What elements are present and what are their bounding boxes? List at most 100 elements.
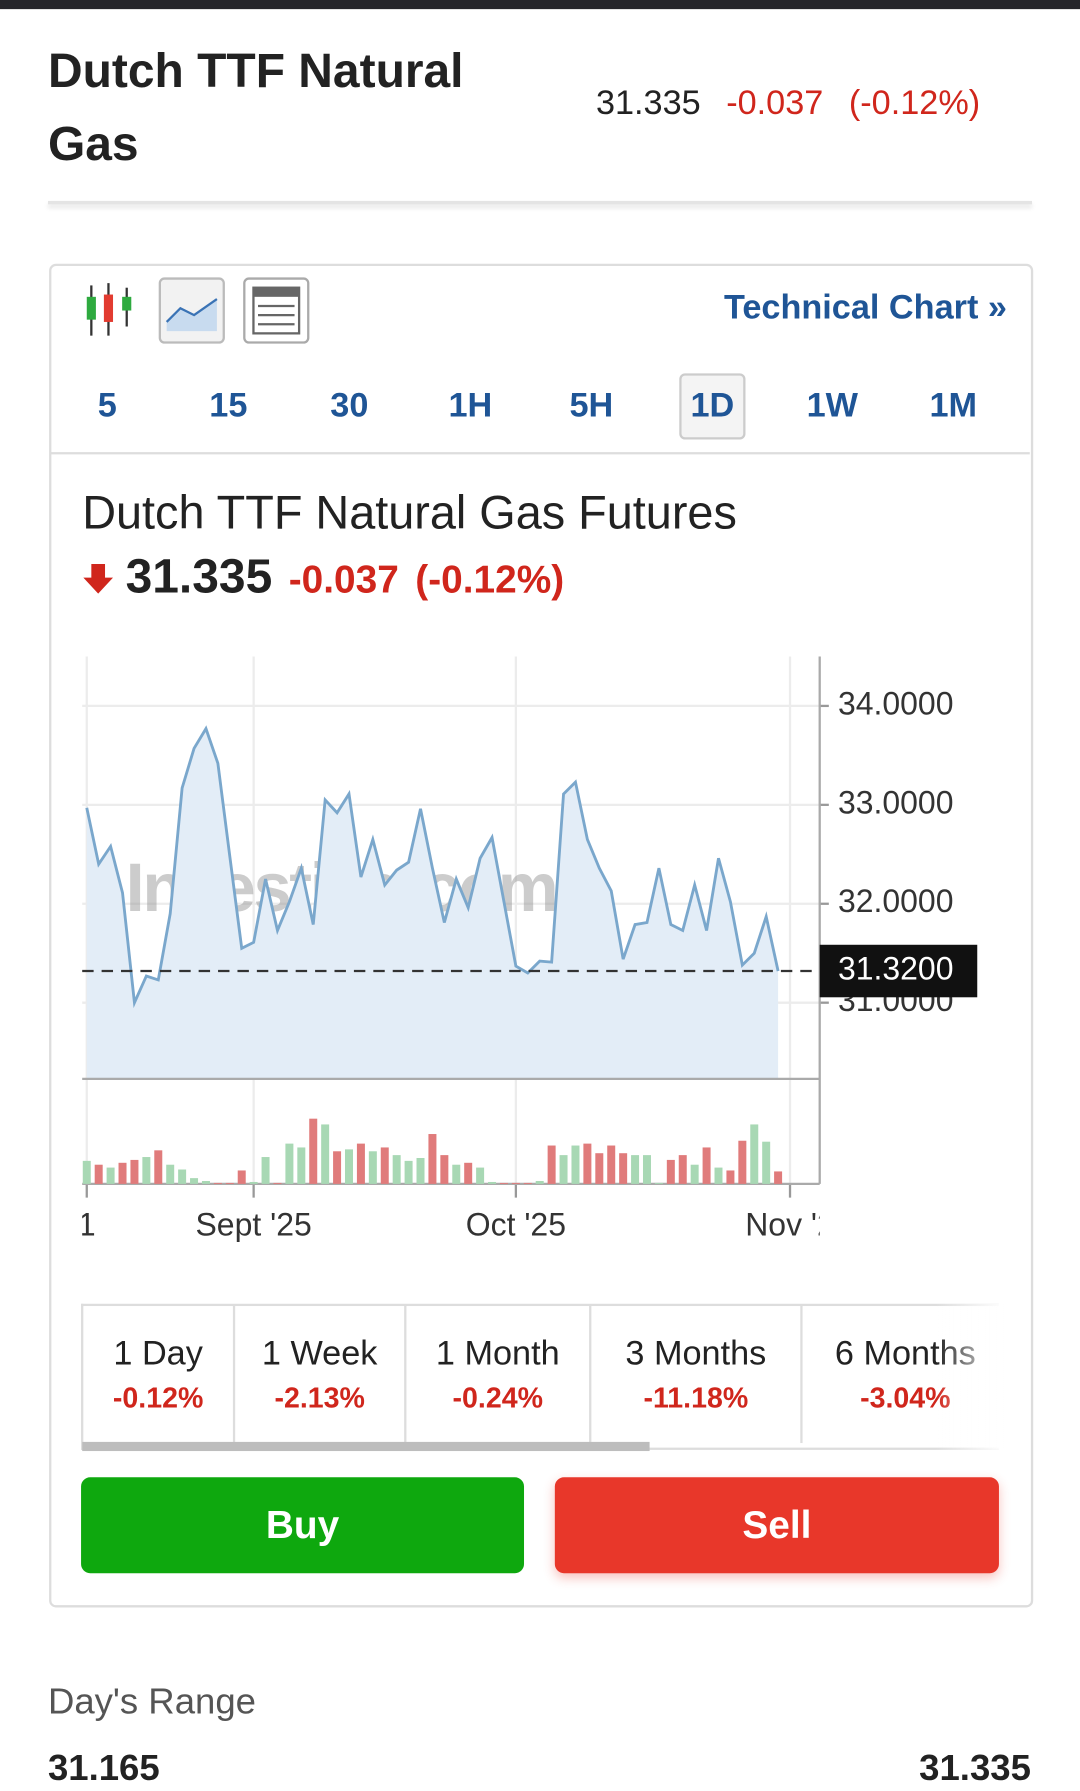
volume-bar: [499, 1182, 508, 1184]
fade: [936, 1303, 1005, 1450]
tab[interactable]: 1 Week -2.13%: [235, 1304, 407, 1444]
interval-button[interactable]: 30: [330, 387, 369, 425]
interval-button[interactable]: 1D: [690, 387, 735, 425]
volume-bar: [321, 1124, 330, 1184]
y-tick-label: 32.0000: [838, 883, 954, 919]
tab-change: -2.13%: [274, 1382, 365, 1415]
volume-bar: [190, 1178, 199, 1184]
technical-chart-link[interactable]: Technical Chart »: [723, 288, 1007, 327]
toolbar-icons: [50, 277, 1030, 455]
x-tick-label: Oct '25: [466, 1207, 566, 1243]
volume-bar: [94, 1164, 103, 1184]
volume-bar: [714, 1167, 723, 1184]
tab-change: -0.24%: [452, 1382, 543, 1415]
line-chart-icon[interactable]: [158, 277, 225, 344]
volume-bar: [583, 1143, 592, 1184]
change: -0.037: [726, 84, 824, 123]
interval-button[interactable]: 5H: [569, 387, 614, 425]
volume-bar: [452, 1164, 461, 1184]
volume-bar: [750, 1124, 759, 1184]
volume-bar: [368, 1151, 377, 1184]
tab-label: 1 Month: [435, 1334, 560, 1373]
tab[interactable]: 1 Month -0.24%: [406, 1304, 592, 1444]
x-tick-label: Sept '25: [196, 1207, 312, 1243]
price: 31.335: [125, 549, 273, 603]
volume-bar: [178, 1169, 187, 1184]
price-line: [85, 725, 780, 1009]
price: 31.335: [595, 84, 701, 123]
chart-card: [49, 263, 1034, 1608]
volume-bar: [523, 1182, 532, 1184]
tab-label: 1 Day: [113, 1334, 203, 1373]
tab[interactable]: 1 Day -0.12%: [83, 1304, 236, 1444]
volume-bar: [118, 1162, 127, 1184]
table-icon[interactable]: [243, 277, 310, 344]
volume-bar: [273, 1182, 282, 1184]
chart-quote: 31.335 -0.037 (-0.12%): [126, 549, 565, 604]
volume-bar: [631, 1155, 640, 1184]
volume-bar: [726, 1170, 735, 1184]
interval-button[interactable]: 1M: [929, 387, 978, 425]
change: -0.037: [288, 558, 399, 602]
volume-bar: [702, 1147, 711, 1184]
change-pct: (-0.12%): [415, 558, 565, 602]
header-quote: 31.335 -0.037 (-0.12%): [596, 84, 980, 123]
interval-button[interactable]: 15: [209, 387, 248, 425]
volume-bar: [380, 1147, 389, 1184]
volume-bar: [535, 1181, 544, 1184]
tab-change: -3.04%: [860, 1382, 951, 1415]
last-price-label: 31.3200: [838, 950, 954, 986]
volume-bar: [595, 1153, 604, 1184]
volume-bar: [130, 1159, 139, 1184]
y-tick-label: 34.0000: [838, 685, 954, 721]
volume-bar: [690, 1164, 699, 1184]
down-arrow: [83, 563, 114, 594]
volume-bar: [106, 1167, 115, 1184]
volume-bar: [619, 1153, 628, 1184]
volume-bar: [654, 1182, 663, 1184]
volume-bar: [154, 1150, 163, 1184]
tab-change: -11.18%: [643, 1382, 749, 1415]
last-price-badge: [819, 944, 978, 998]
volume-bar: [285, 1143, 294, 1184]
tab-label: 3 Months: [625, 1334, 767, 1373]
interval-button[interactable]: 5: [97, 387, 117, 425]
volume-bar: [404, 1160, 413, 1184]
candlestick-icon[interactable]: [86, 283, 132, 336]
volume-bar: [356, 1143, 365, 1184]
volume-bar: [249, 1181, 258, 1184]
status-bar: [0, 0, 1080, 10]
y-tick-label: 33.0000: [838, 784, 954, 820]
volume-bar: [762, 1141, 771, 1184]
x-labels: 1 Sept '25 Oct '25 Nov '2: [82, 1207, 835, 1243]
interval-button[interactable]: 1H: [448, 387, 493, 425]
volume-bar: [142, 1157, 151, 1184]
volume-bar: [738, 1140, 747, 1184]
range-label: Day's Range: [47, 1680, 256, 1722]
volume-bar: [261, 1157, 270, 1184]
volume-bar: [82, 1160, 91, 1184]
volume-bar: [666, 1159, 675, 1184]
volume-bar: [392, 1155, 401, 1184]
interval-selected: [679, 373, 746, 440]
volume-bar: [774, 1171, 783, 1184]
volume-bar: [547, 1145, 556, 1184]
volume-bar: [607, 1145, 616, 1184]
volume-bar: [464, 1162, 473, 1184]
volume-bar: [559, 1155, 568, 1184]
tab-change: -0.12%: [112, 1382, 204, 1415]
tab[interactable]: 3 Months -11.18%: [591, 1304, 803, 1444]
range-low: 31.165: [47, 1746, 160, 1788]
buy-button[interactable]: Buy: [81, 1477, 525, 1574]
x-tick-label: Nov '2: [745, 1207, 835, 1243]
volume-bar: [345, 1149, 353, 1184]
range-high: 31.335: [919, 1746, 1031, 1788]
volume-bar: [642, 1155, 651, 1184]
volume-bar: [333, 1151, 342, 1184]
volume-bar: [428, 1134, 437, 1184]
interval-button[interactable]: 1W: [806, 387, 858, 425]
sell-button[interactable]: Sell: [554, 1477, 999, 1574]
